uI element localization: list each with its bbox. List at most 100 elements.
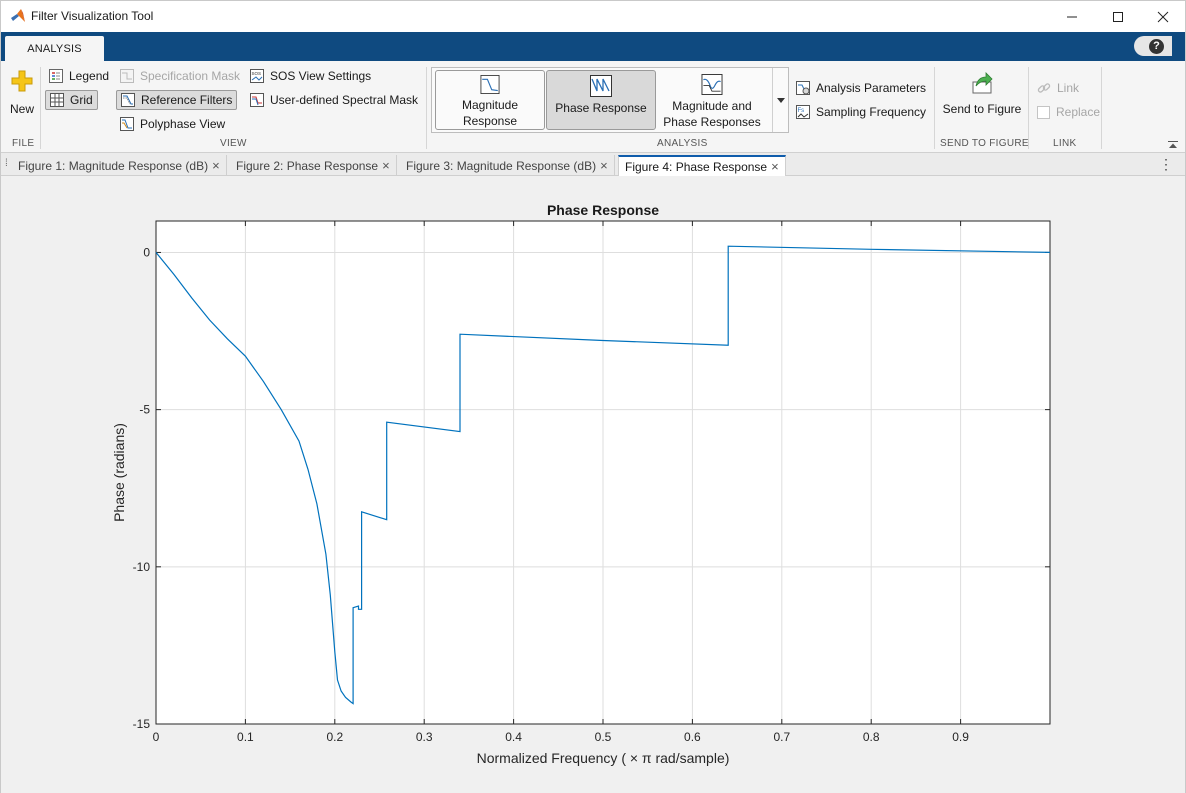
document-tab-bar: ⁞ Figure 1: Magnitude Response (dB) × Fi… [1,153,1185,176]
replace-checkbox[interactable]: Replace [1033,102,1104,122]
phase-response-icon [590,75,612,97]
minimize-button[interactable] [1049,1,1095,32]
close-tab-icon[interactable]: × [771,159,779,174]
analysis-gallery: Magnitude Response Phase Response Magnit… [431,67,789,133]
doc-tab-label: Figure 4: Phase Response [625,159,768,174]
tab-analysis[interactable]: ANALYSIS [5,36,104,61]
svg-text:Fs: Fs [798,108,805,114]
gallery-expand-button[interactable] [772,68,789,132]
figure-area: 0 0.1 0.2 0.3 0.4 0.5 0.6 0.7 0.8 0.9 0 -5 -10 -15 Ph… [1,177,1185,793]
tab-grip-icon: ⁞ [5,158,8,169]
analysis-section-label: ANALYSIS [657,138,708,149]
phase-response-plot[interactable]: 0 0.1 0.2 0.3 0.4 0.5 0.6 0.7 0.8 0.9 0 -5 -10 -15 Ph… [1,177,1185,793]
sos-view-settings-button[interactable]: SOS SOS View Settings [246,66,375,86]
chevron-down-icon [777,97,785,103]
grid-lines [156,221,1050,724]
y-tick-label: -10 [133,560,151,574]
x-tick-label: 0.1 [237,730,254,744]
analysis-parameters-label: Analysis Parameters [816,81,927,95]
close-tab-icon[interactable]: × [600,158,608,173]
reference-filters-icon [121,93,135,107]
link-icon [1037,83,1051,93]
y-tick-label: -5 [139,403,150,417]
plus-icon [11,70,33,92]
doc-tab-label: Figure 3: Magnitude Response (dB) [406,158,597,173]
maximize-button[interactable] [1095,1,1141,32]
doc-tab-figure-4[interactable]: Figure 4: Phase Response × [618,155,786,176]
magnitude-response-button[interactable]: Magnitude Response [435,70,545,130]
minimize-icon [1067,16,1077,17]
grid-label: Grid [70,93,93,107]
magnitude-phase-label-1: Magnitude and [672,99,752,113]
sampling-frequency-label: Sampling Frequency [816,105,927,119]
collapse-toolstrip-button[interactable] [1167,139,1179,149]
sampling-frequency-icon: Fs [796,105,810,119]
doc-tab-figure-1[interactable]: Figure 1: Magnitude Response (dB) × [12,155,227,176]
reference-filters-toggle[interactable]: Reference Filters [116,90,238,110]
collapse-icon [1168,141,1178,148]
divider [426,67,427,149]
close-tab-icon[interactable]: × [212,158,220,173]
help-button[interactable]: ? [1134,36,1172,56]
magnitude-phase-button[interactable]: Magnitude and Phase Responses [658,70,766,130]
y-tick-label: -15 [133,717,151,731]
more-options-icon[interactable]: ⋮ [1159,156,1173,172]
analysis-parameters-icon [796,81,810,95]
file-section-label: FILE [12,138,35,149]
magnitude-response-icon [480,75,500,94]
user-spectral-mask-label: User-defined Spectral Mask [270,93,419,107]
specification-mask-toggle[interactable]: Specification Mask [116,66,244,86]
phase-response-button[interactable]: Phase Response [546,70,656,130]
doc-tab-figure-3[interactable]: Figure 3: Magnitude Response (dB) × [400,155,615,176]
divider [934,67,935,149]
x-tick-label: 0.5 [595,730,612,744]
user-spectral-mask-button[interactable]: User-defined Spectral Mask [246,90,422,110]
x-tick-label: 0.4 [505,730,522,744]
sampling-frequency-button[interactable]: Fs Sampling Frequency [792,102,930,122]
divider [40,67,41,149]
axis-ticks: 0 0.1 0.2 0.3 0.4 0.5 0.6 0.7 0.8 0.9 0 -5 -10 -15 [133,221,1050,744]
send-to-figure-button[interactable]: Send to Figure [939,71,1025,117]
close-button[interactable] [1140,1,1186,32]
doc-tab-label: Figure 1: Magnitude Response (dB) [18,158,209,173]
sos-settings-icon: SOS [250,69,264,83]
x-tick-label: 0.2 [326,730,343,744]
replace-label: Replace [1056,105,1101,119]
polyphase-view-label: Polyphase View [140,117,226,131]
new-button[interactable]: New [7,69,37,117]
polyphase-view-toggle[interactable]: Polyphase View [116,114,229,134]
view-section-label: VIEW [220,138,247,149]
send-to-figure-label: Send to Figure [942,102,1022,116]
legend-label: Legend [69,69,110,83]
magnitude-phase-icon [701,74,723,95]
specification-mask-label: Specification Mask [140,69,241,83]
x-tick-label: 0.8 [863,730,880,744]
new-label: New [9,102,34,116]
svg-text:SOS: SOS [252,71,262,76]
toolstrip: New FILE Legend Grid [1,61,1185,153]
link-label: Link [1057,81,1080,95]
magnitude-response-label-2: Response [462,114,518,128]
y-axis-label: Phase (radians) [111,423,127,522]
analysis-parameters-button[interactable]: Analysis Parameters [792,78,930,98]
sos-view-settings-label: SOS View Settings [270,69,372,83]
doc-tab-figure-2[interactable]: Figure 2: Phase Response × [230,155,397,176]
grid-icon [50,93,64,107]
link-button[interactable]: Link [1033,78,1083,98]
phase-series-line [155,245,1051,705]
magnitude-phase-label-2: Phase Responses [663,115,761,129]
x-tick-label: 0.9 [952,730,969,744]
magnitude-response-label-1: Magnitude [461,98,519,112]
maximize-icon [1113,11,1123,22]
ribbon-tab-strip: ANALYSIS ? [1,32,1185,61]
y-tick-label: 0 [143,245,150,259]
x-axis-label: Normalized Frequency ( × π rad/sample) [477,750,730,766]
close-tab-icon[interactable]: × [382,158,390,173]
x-tick-label: 0.3 [416,730,433,744]
legend-icon [49,69,63,83]
specification-mask-icon [120,69,134,83]
legend-toggle[interactable]: Legend [45,66,113,86]
title-bar: Filter Visualization Tool [1,1,1185,32]
grid-toggle[interactable]: Grid [45,90,98,110]
